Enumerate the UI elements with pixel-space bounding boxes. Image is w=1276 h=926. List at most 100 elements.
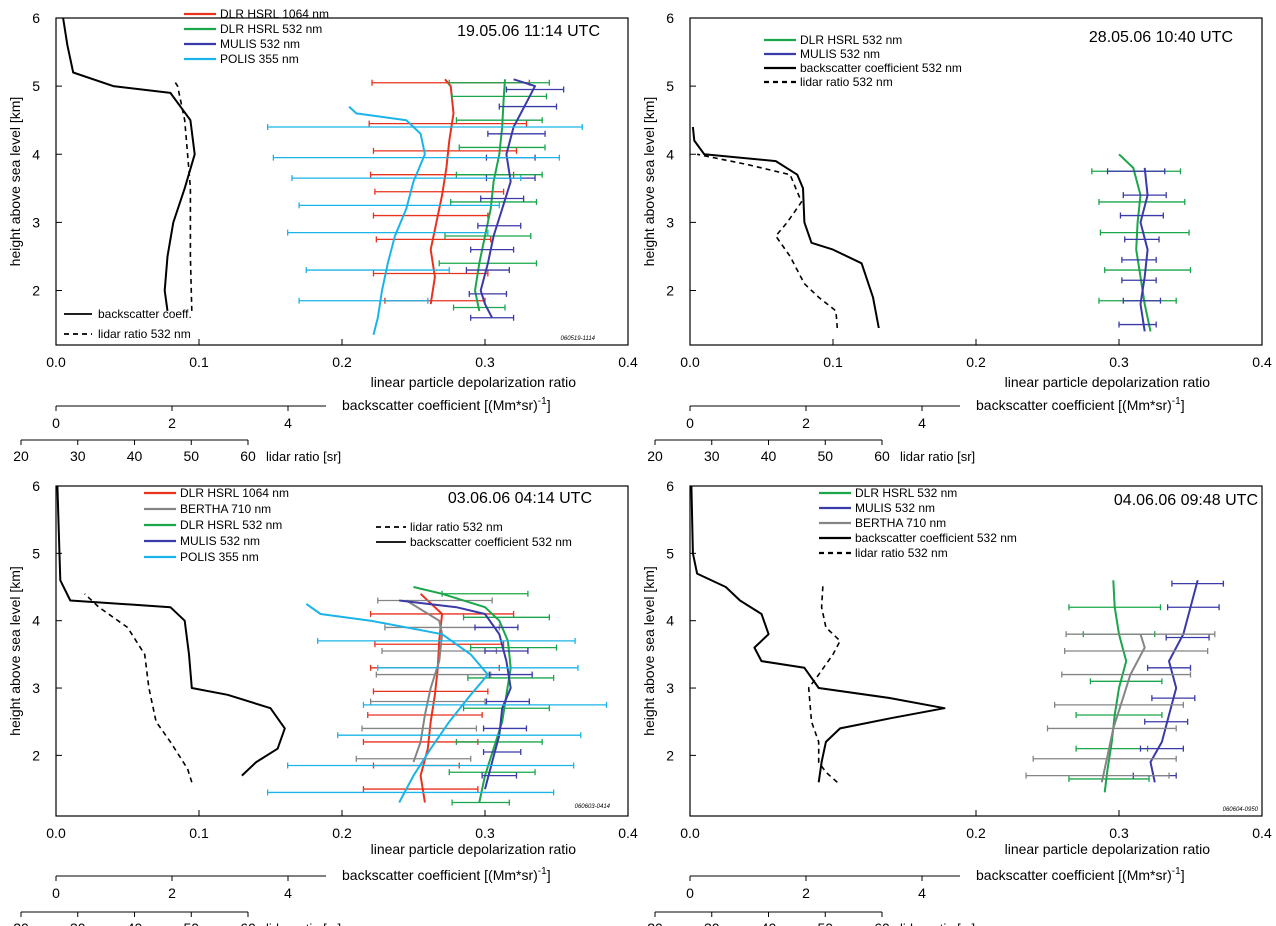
legend-item-label: DLR HSRL 1064 nm: [220, 7, 329, 21]
series-lidar-ratio-532-nm: [172, 78, 193, 311]
lidar-ratio-tick-label: 40: [761, 448, 777, 464]
series-line: [1149, 580, 1199, 783]
legend-item-label: lidar ratio 532 nm: [98, 327, 191, 341]
legend-item-label: POLIS 355 nm: [180, 550, 259, 564]
backscatter-tick-label: 4: [284, 885, 292, 901]
series-line: [413, 586, 512, 803]
lidar-ratio-axis-label: lidar ratio [sr]: [900, 449, 975, 464]
series-line: [1118, 153, 1152, 332]
y-tick-label: 5: [32, 78, 40, 94]
x-axis-label: linear particle depolarization ratio: [1005, 841, 1211, 857]
backscatter-tick-label: 4: [918, 885, 926, 901]
backscatter-label-bracket: ]: [547, 867, 551, 883]
y-tick-label: 4: [666, 146, 674, 162]
series-line: [429, 78, 455, 305]
lidar-ratio-axis-label: lidar ratio [sr]: [266, 449, 341, 464]
backscatter-tick-label: 2: [168, 885, 176, 901]
y-tick-label: 2: [666, 283, 674, 299]
backscatter-label-bracket: ]: [1181, 867, 1185, 883]
series-dlr-hsrl-532-nm: [1091, 153, 1192, 332]
legend-item-label: backscatter coefficient 532 nm: [800, 61, 962, 75]
backscatter-axis-label: backscatter coefficient [(Mm*sr)-1]: [976, 396, 1185, 413]
chart-title: 28.05.06 10:40 UTC: [1089, 29, 1233, 46]
x-tick-label: 0.2: [332, 354, 352, 370]
series-backscatter-coeff-: [62, 17, 196, 312]
backscatter-tick-label: 2: [802, 885, 810, 901]
series-line: [690, 485, 946, 783]
series-line: [305, 603, 489, 803]
lidar-ratio-tick-label: 40: [127, 448, 143, 464]
legend-item-label: BERTHA 710 nm: [855, 516, 946, 530]
series-line: [348, 105, 426, 336]
lidar-ratio-tick-label: 40: [127, 920, 143, 926]
lidar-ratio-tick-label: 30: [704, 920, 720, 926]
backscatter-label-text: backscatter coefficient [(Mm*sr): [342, 397, 538, 413]
lidar-ratio-tick-label: 60: [874, 920, 890, 926]
legend-item-label: DLR HSRL 1064 nm: [180, 486, 289, 500]
backscatter-tick-label: 4: [284, 415, 292, 431]
series-backscatter-coefficient-532-nm: [691, 126, 880, 329]
series-lidar-ratio-532-nm: [696, 153, 839, 329]
lidar-ratio-tick-label: 30: [70, 448, 86, 464]
y-axis-label: height above sea level [km]: [7, 566, 23, 736]
x-tick-label: 0.1: [189, 354, 209, 370]
y-tick-label: 3: [666, 680, 674, 696]
plot-frame: [55, 17, 629, 346]
legend-item-label: backscatter coeff.: [98, 307, 192, 321]
backscatter-axis-label: backscatter coefficient [(Mm*sr)-1]: [342, 866, 551, 883]
series-line: [696, 153, 839, 329]
y-tick-label: 5: [32, 545, 40, 561]
series-dlr-hsrl-532-nm: [438, 79, 550, 312]
x-tick-label: 0.0: [680, 354, 700, 370]
series-dlr-hsrl-1064-nm: [362, 593, 515, 803]
backscatter-label-exponent: -1: [538, 866, 547, 877]
lidar-ratio-tick-label: 60: [240, 448, 256, 464]
legend-item-label: backscatter coefficient 532 nm: [410, 535, 572, 549]
x-tick-label: 0.0: [46, 825, 66, 841]
backscatter-label-exponent: -1: [538, 396, 547, 407]
backscatter-axis-label: backscatter coefficient [(Mm*sr)-1]: [342, 396, 551, 413]
series-mulis-532-nm: [399, 599, 533, 790]
lidar-ratio-tick-label: 20: [647, 920, 663, 926]
y-tick-label: 2: [666, 747, 674, 763]
backscatter-label-text: backscatter coefficient [(Mm*sr): [976, 397, 1172, 413]
x-axis-label: linear particle depolarization ratio: [1005, 374, 1211, 390]
x-tick-label: 0.4: [1252, 354, 1272, 370]
backscatter-tick-label: 2: [802, 415, 810, 431]
series-bertha-710-nm: [1025, 631, 1216, 783]
legend-item-label: DLR HSRL 532 nm: [180, 518, 282, 532]
y-tick-label: 2: [32, 747, 40, 763]
y-axis-label: height above sea level [km]: [641, 566, 657, 736]
chart-panel-top-left: 0.0 0.1 0.2 0.3 0.4 2 3 4 5 6 height above sea lev…: [7, 7, 638, 464]
x-axis-label: linear particle depolarization ratio: [371, 841, 577, 857]
lidar-ratio-tick-label: 50: [817, 920, 833, 926]
x-tick-label: 0.4: [618, 354, 638, 370]
y-tick-label: 6: [32, 10, 40, 26]
chart-panel-bottom-right: 0.0 0.2 0.3 0.4 2 3 4 5 6 height above sea level …: [641, 478, 1272, 926]
y-tick-label: 5: [666, 78, 674, 94]
y-tick-label: 5: [666, 545, 674, 561]
backscatter-tick-label: 0: [686, 885, 694, 901]
y-tick-label: 6: [666, 10, 674, 26]
backscatter-axis-label: backscatter coefficient [(Mm*sr)-1]: [976, 866, 1185, 883]
backscatter-tick-label: 0: [52, 415, 60, 431]
legend-item-label: MULIS 532 nm: [180, 534, 260, 548]
series-dlr-hsrl-532-nm: [1068, 580, 1163, 793]
figure-code: 060519-1114: [561, 336, 596, 342]
lidar-ratio-tick-label: 60: [240, 920, 256, 926]
x-tick-label: 0.2: [966, 354, 986, 370]
x-tick-label: 0.2: [332, 825, 352, 841]
x-tick-label: 0.4: [1252, 825, 1272, 841]
y-axis-label: height above sea level [km]: [641, 97, 657, 267]
x-tick-label: 0.3: [1109, 354, 1129, 370]
series-line: [474, 79, 506, 312]
series-backscatter-coefficient-532-nm: [690, 485, 946, 783]
legend-item-label: backscatter coefficient 532 nm: [855, 531, 1017, 545]
lidar-ratio-tick-label: 50: [183, 920, 199, 926]
y-tick-label: 6: [666, 478, 674, 494]
lidar-ratio-tick-label: 60: [874, 448, 890, 464]
legend-item-label: BERTHA 710 nm: [180, 502, 271, 516]
y-tick-label: 4: [32, 146, 40, 162]
series-polis-355-nm: [266, 105, 583, 336]
